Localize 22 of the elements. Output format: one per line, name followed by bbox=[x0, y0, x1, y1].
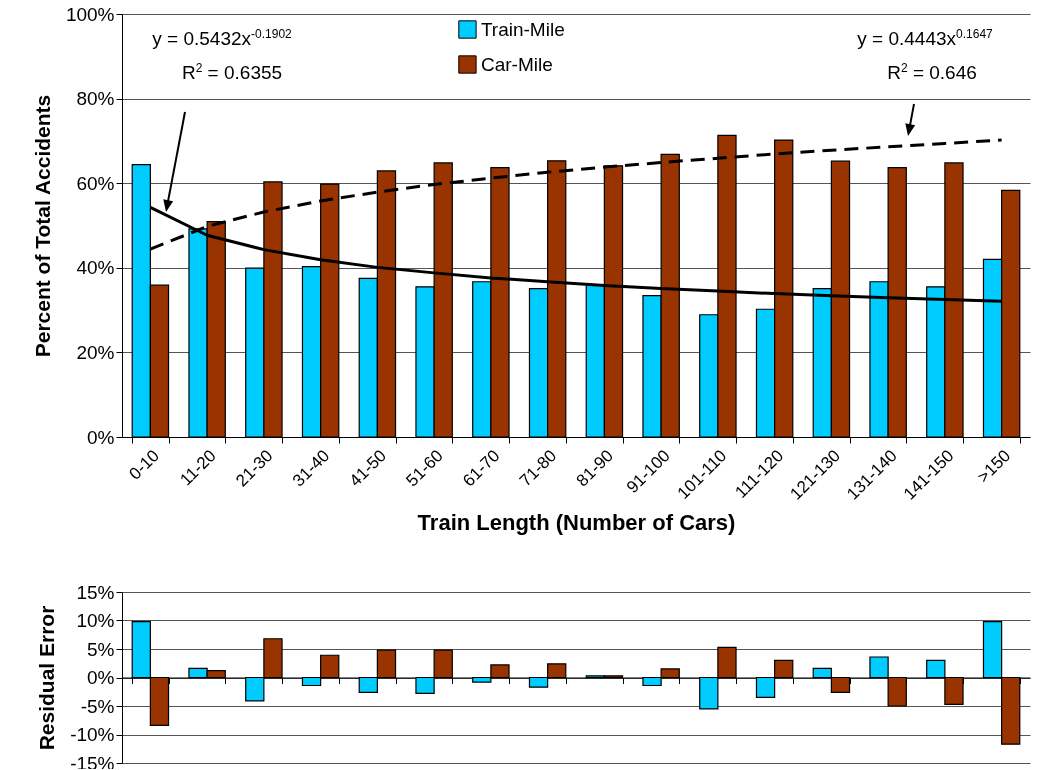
y-tick-label: 5% bbox=[87, 638, 115, 660]
y-tick-label: 0% bbox=[87, 667, 115, 688]
y-tick-label: 15% bbox=[76, 581, 115, 603]
y-tick-label: -15% bbox=[70, 752, 115, 770]
y-tick-label: -5% bbox=[80, 695, 115, 717]
legend-label: Train-Mile bbox=[480, 18, 565, 40]
annotation: R$^{2}$ = 0.646 bbox=[887, 60, 977, 86]
y-axis-title: Percent of Total Accidents bbox=[30, 94, 54, 358]
legend-label: Car-Mile bbox=[480, 53, 553, 75]
y-tick-label: 0% bbox=[87, 426, 115, 448]
annotation: y = 0.5432x$^{-0.1902}$ bbox=[152, 26, 292, 52]
y-tick-label: 40% bbox=[76, 257, 115, 279]
y-tick-label: 20% bbox=[76, 341, 115, 363]
annotation: R$^{2}$ = 0.6355 bbox=[181, 60, 283, 86]
y-tick-label: 100% bbox=[65, 3, 115, 25]
annotation: y = 0.4443x$^{0.1647}$ bbox=[857, 26, 993, 52]
y-tick-label: -10% bbox=[70, 724, 115, 745]
y-tick-label: 60% bbox=[76, 172, 115, 194]
x-axis-title: Train Length (Number of Cars) bbox=[417, 509, 736, 535]
y-tick-label: 10% bbox=[76, 610, 115, 631]
y-tick-label: 80% bbox=[76, 88, 115, 110]
y-axis-title: Residual Error bbox=[35, 605, 59, 751]
